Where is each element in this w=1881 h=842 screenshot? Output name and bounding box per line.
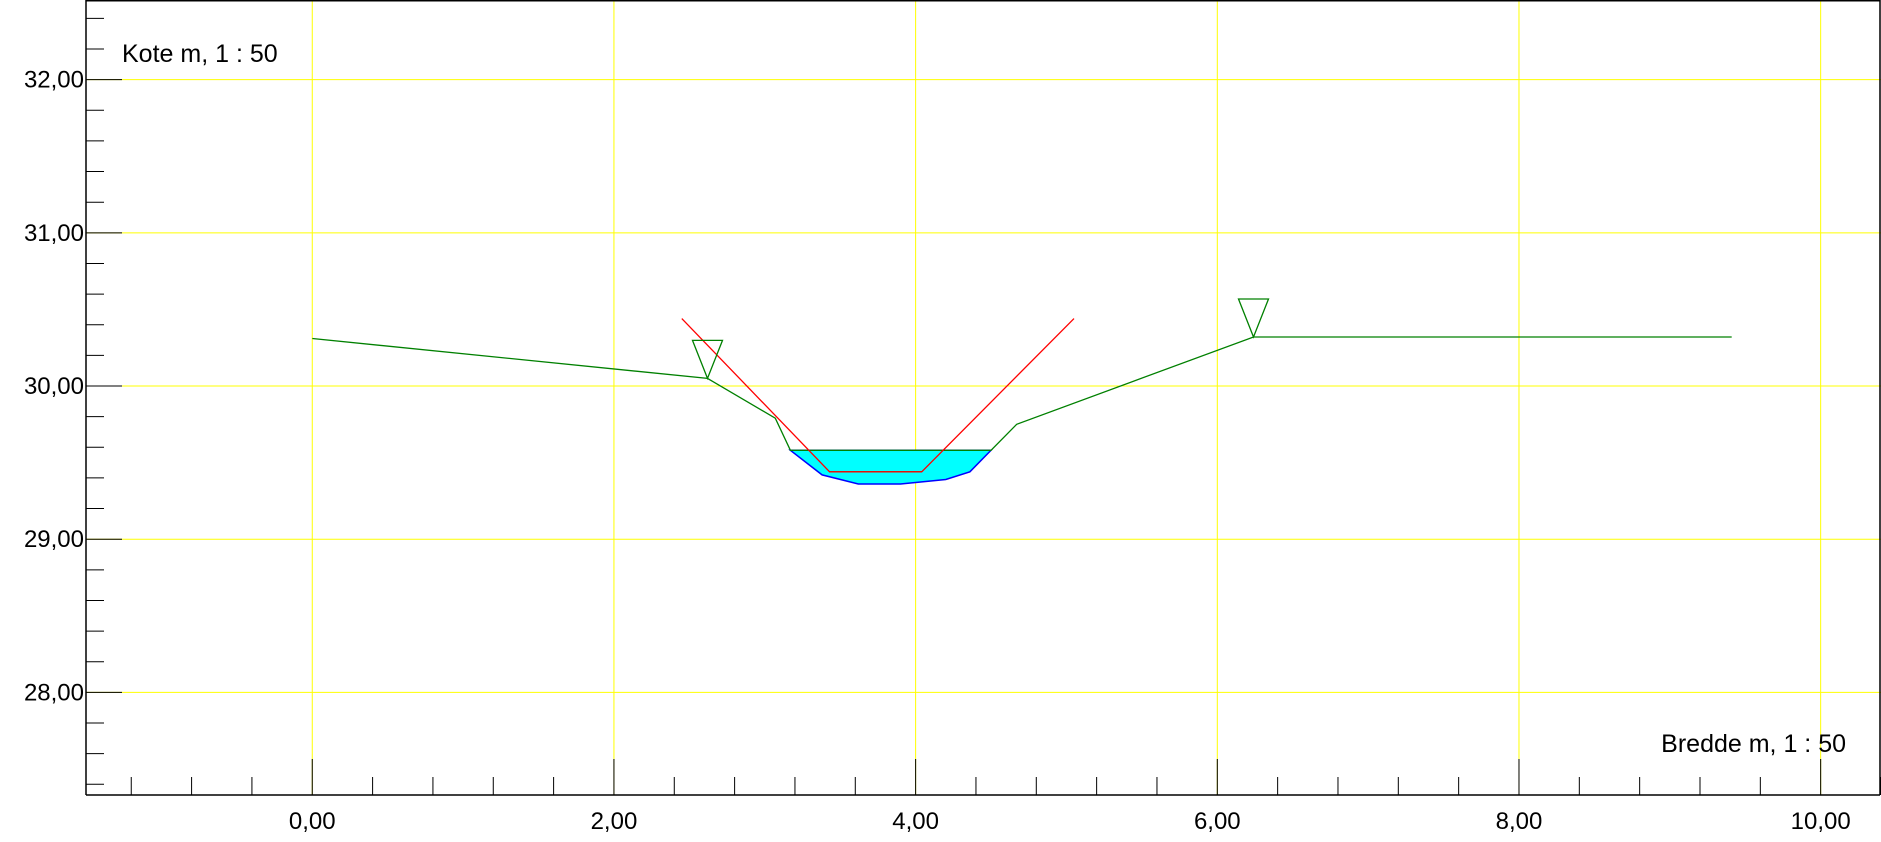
- y-tick-label: 31,00: [24, 220, 84, 247]
- slope-line: [681, 318, 1075, 473]
- y-tick-label: 29,00: [24, 526, 84, 553]
- minor-ticks: [86, 17, 1881, 795]
- x-tick-label: 6,00: [1194, 808, 1241, 835]
- grid-lines: [86, 0, 1881, 795]
- x-tick-label: 10,00: [1791, 808, 1851, 835]
- y-axis-title: Kote m, 1 : 50: [122, 40, 278, 68]
- tick-labels: 0,00 2,00 4,00 6,00 8,00 10,00 28,00 29,00 30,00…: [24, 67, 1851, 835]
- x-tick-label: 0,00: [289, 808, 336, 835]
- water-area: [788, 449, 993, 485]
- water-layer: [788, 449, 993, 485]
- terrain-line: [312, 336, 1732, 451]
- x-tick-label: 8,00: [1496, 808, 1543, 835]
- y-tick-label: 28,00: [24, 679, 84, 706]
- water-level-marker: [1237, 298, 1270, 339]
- y-tick-label: 30,00: [24, 373, 84, 400]
- x-axis-title: Bredde m, 1 : 50: [1661, 730, 1846, 758]
- y-tick-label: 32,00: [24, 67, 84, 94]
- x-tick-label: 4,00: [892, 808, 939, 835]
- water-level-marker: [691, 339, 724, 381]
- series-layer: [312, 318, 1732, 473]
- x-tick-label: 2,00: [591, 808, 638, 835]
- marker-layer: [691, 298, 1270, 381]
